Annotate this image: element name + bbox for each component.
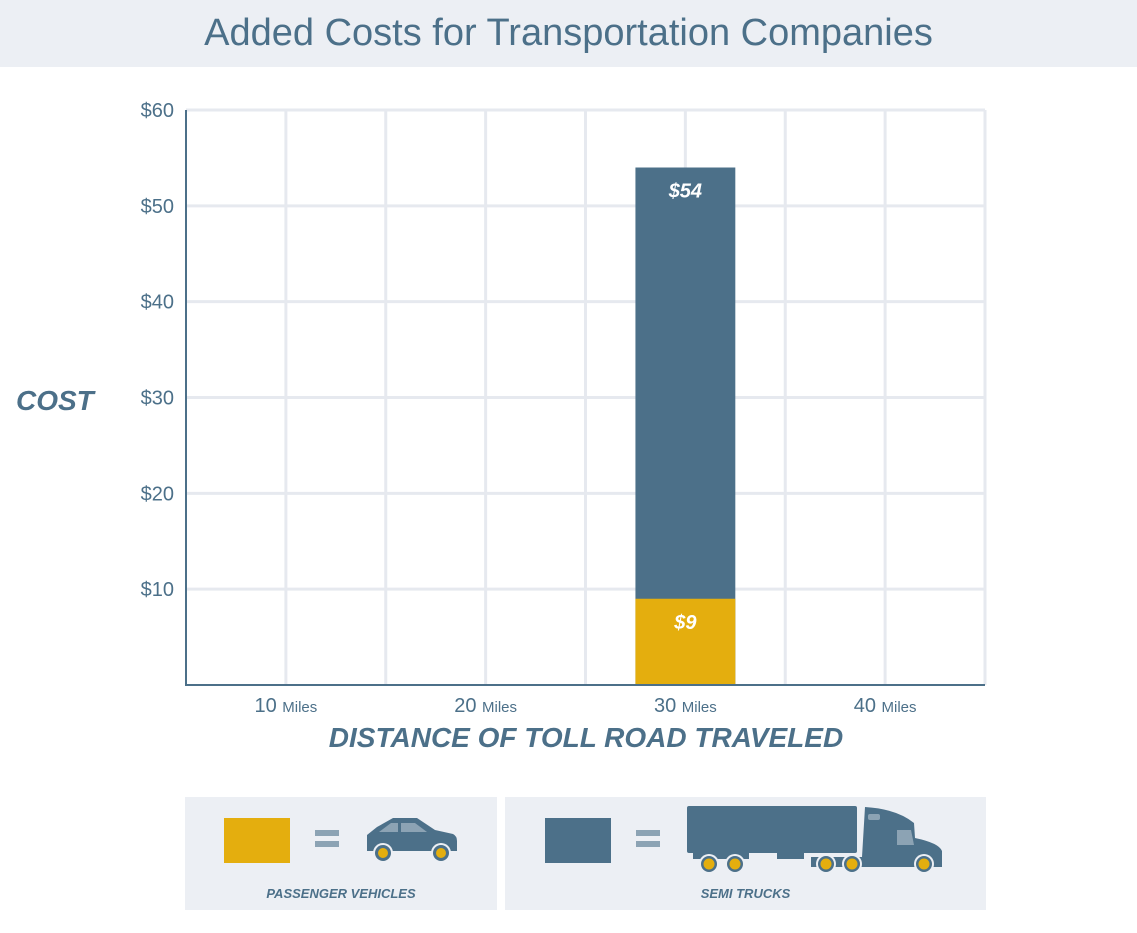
y-tick-label: $30	[141, 388, 174, 410]
legend-semi-trucks: SEMI TRUCKS	[505, 797, 986, 910]
legend-swatch-semi	[545, 818, 611, 863]
x-tick-label: 30 Miles	[654, 695, 717, 717]
semi-truck-icon	[687, 806, 942, 874]
chart-title: Added Costs for Transportation Companies	[204, 12, 933, 54]
car-icon	[367, 818, 457, 863]
x-tick-label: 20 Miles	[454, 695, 517, 717]
legend-label-semi: SEMI TRUCKS	[700, 886, 791, 901]
legend-swatch-passenger	[224, 818, 290, 863]
title-bar: Added Costs for Transportation Companies	[0, 0, 1137, 67]
data-label: $54	[668, 181, 702, 203]
equals-icon	[636, 830, 660, 852]
y-tick-label: $40	[141, 292, 174, 314]
y-tick-label: $60	[141, 100, 174, 122]
data-label: $9	[673, 612, 697, 634]
x-tick-label: 40 Miles	[854, 695, 917, 717]
legend-passenger-vehicles: PASSENGER VEHICLES	[185, 797, 497, 910]
legend-label-passenger: PASSENGER VEHICLES	[266, 886, 416, 901]
equals-icon	[315, 830, 339, 852]
y-tick-label: $20	[141, 483, 174, 505]
bar	[635, 598, 736, 685]
x-tick-label: 10 Miles	[254, 695, 317, 717]
y-tick-label: $10	[141, 579, 174, 601]
x-axis-label: DISTANCE OF TOLL ROAD TRAVELED	[328, 722, 844, 753]
y-tick-label: $50	[141, 196, 174, 218]
chart-plot: $10 $20 $30 $40 $50 $60 $54 $9 10 Miles 20 Miles 3…	[141, 100, 987, 717]
y-axis-label: COST	[16, 385, 94, 416]
